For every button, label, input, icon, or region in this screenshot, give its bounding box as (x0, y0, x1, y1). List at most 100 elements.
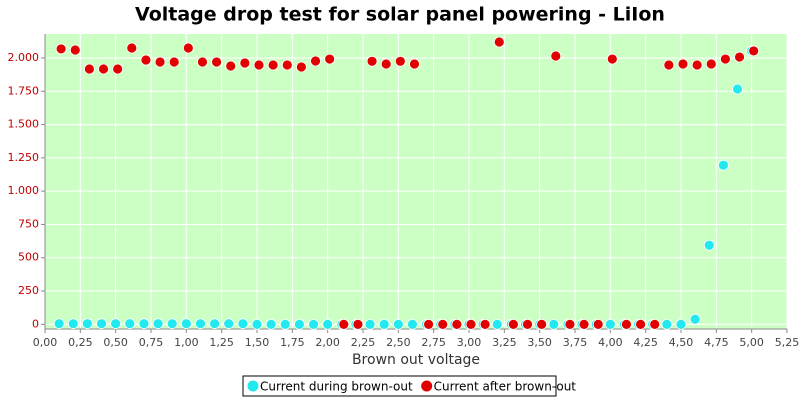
point (180, 318, 192, 330)
x-tick-label: 2,75 (421, 336, 446, 349)
x-tick-label: 3,00 (457, 336, 482, 349)
point (493, 36, 505, 48)
y-tick-label: 250 (18, 284, 39, 297)
point (98, 63, 109, 75)
x-tick-label: 3,25 (492, 336, 517, 349)
point (310, 55, 321, 67)
point (366, 55, 378, 67)
x-tick-label: 5,00 (739, 336, 764, 349)
point (592, 318, 604, 330)
point (223, 318, 235, 330)
x-tick-label: 1,50 (245, 336, 270, 349)
point (394, 55, 406, 67)
point (182, 42, 194, 54)
legend: Current during brown-out Current after br… (242, 375, 577, 397)
point (112, 63, 124, 75)
point (225, 60, 237, 72)
chart-title: Voltage drop test for solar panel poweri… (135, 4, 665, 26)
x-tick-label: 0,75 (139, 336, 164, 349)
point (295, 61, 307, 73)
point (635, 318, 646, 330)
point (380, 58, 392, 70)
point (265, 318, 277, 330)
point (705, 58, 717, 70)
point (491, 318, 503, 330)
x-tick-label: 1,00 (174, 336, 199, 349)
point (606, 53, 618, 65)
point (479, 318, 491, 330)
x-tick-label: 4,25 (633, 336, 658, 349)
point (649, 318, 661, 330)
point (364, 318, 376, 330)
point (548, 318, 560, 330)
x-tick-label: 1,75 (280, 336, 305, 349)
legend-box (242, 375, 557, 397)
point (578, 318, 590, 330)
x-tick-label: 4,50 (669, 336, 694, 349)
legend-swatch (247, 380, 259, 392)
point (126, 42, 138, 54)
legend-swatch (421, 380, 433, 392)
point (168, 56, 180, 68)
point (55, 43, 67, 55)
point (550, 50, 562, 62)
legend-label: Current after brown-out (434, 380, 577, 394)
point (69, 44, 81, 56)
point (691, 59, 703, 71)
point (536, 318, 548, 330)
point (96, 318, 107, 330)
point (124, 318, 136, 330)
point (703, 239, 715, 251)
x-tick-label: 5,25 (775, 336, 800, 349)
point (84, 63, 95, 75)
point (324, 53, 336, 65)
point (451, 318, 463, 330)
x-tick-label: 1,25 (209, 336, 234, 349)
point (138, 318, 150, 330)
x-tick-label: 2,50 (386, 336, 411, 349)
point (253, 59, 265, 71)
x-tick-label: 4,00 (598, 336, 623, 349)
marks (53, 36, 760, 330)
point (166, 318, 178, 330)
point (718, 159, 729, 171)
point (508, 318, 519, 330)
y-tick-label: 1.750 (8, 84, 40, 97)
x-tick-label: 4,75 (704, 336, 729, 349)
point (53, 318, 65, 330)
point (621, 318, 632, 330)
point (338, 318, 350, 330)
point (689, 313, 701, 325)
point (267, 59, 279, 71)
point (140, 54, 152, 66)
point (661, 318, 673, 330)
point (564, 318, 576, 330)
point (423, 318, 435, 330)
point (279, 318, 291, 330)
point (409, 58, 420, 70)
point (195, 318, 206, 330)
point (437, 318, 449, 330)
point (322, 318, 334, 330)
point (675, 318, 687, 330)
y-tick-label: 0 (32, 317, 39, 330)
point (352, 318, 364, 330)
point (734, 51, 745, 63)
y-tick-label: 1.500 (8, 118, 40, 131)
point (67, 318, 79, 330)
y-tick-label: 1.000 (8, 184, 40, 197)
point (209, 318, 221, 330)
x-tick-label: 2,00 (315, 336, 340, 349)
point (748, 45, 760, 57)
x-tick-label: 3,75 (563, 336, 588, 349)
point (732, 83, 743, 95)
point (663, 59, 675, 71)
point (237, 318, 249, 330)
x-axis-title: Brown out voltage (352, 352, 480, 368)
y-tick-label: 2.000 (8, 51, 40, 64)
point (152, 318, 164, 330)
point (720, 53, 731, 65)
point (239, 57, 251, 69)
point (392, 318, 404, 330)
